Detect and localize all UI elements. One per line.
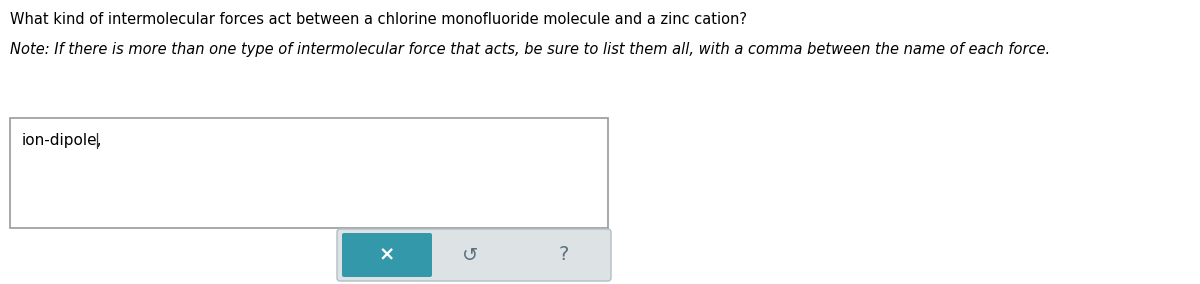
FancyBboxPatch shape xyxy=(337,229,611,281)
Text: What kind of intermolecular forces act between a chlorine monofluoride molecule : What kind of intermolecular forces act b… xyxy=(10,12,746,27)
Text: ×: × xyxy=(379,245,395,264)
Text: ?: ? xyxy=(558,245,569,264)
FancyBboxPatch shape xyxy=(342,233,432,277)
Text: ↺: ↺ xyxy=(462,245,479,264)
Text: Note: If there is more than one type of intermolecular force that acts, be sure : Note: If there is more than one type of … xyxy=(10,42,1050,57)
Bar xyxy=(10,118,608,228)
Text: |: | xyxy=(94,133,100,149)
Text: ion-dipole,: ion-dipole, xyxy=(22,133,102,148)
